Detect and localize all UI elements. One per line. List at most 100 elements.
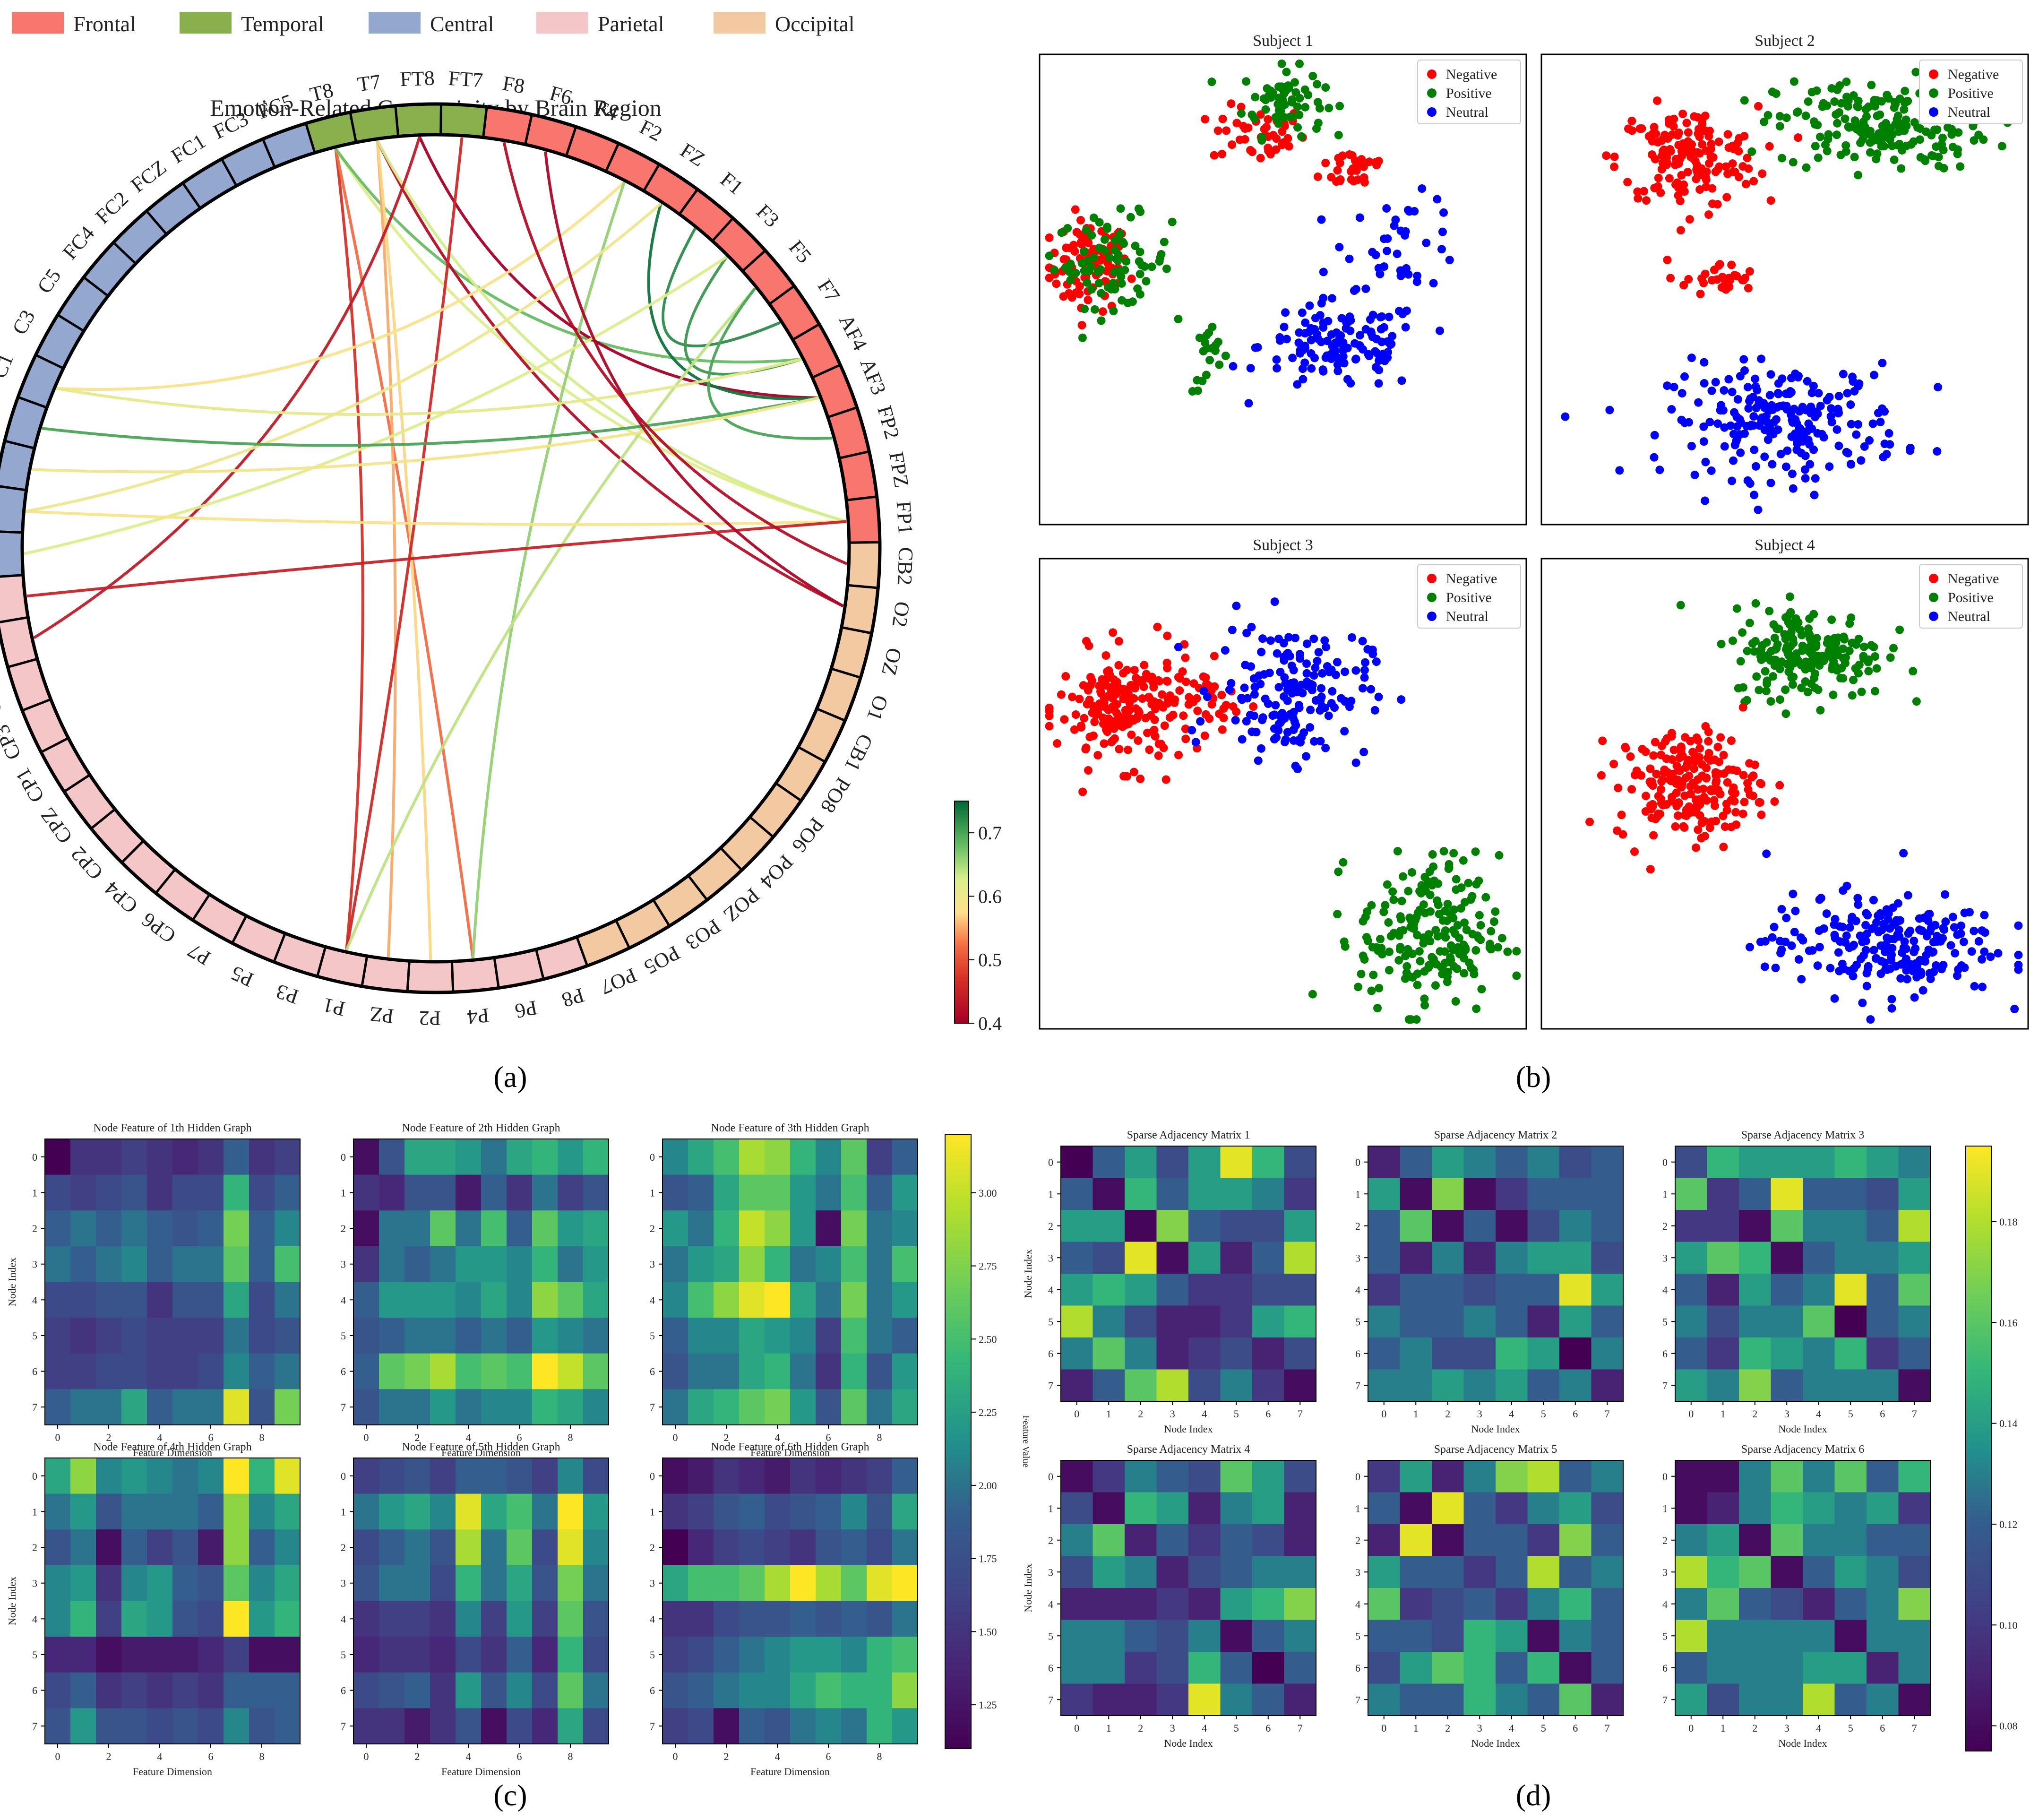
scatter-point-negative [1754,102,1763,111]
heatmap-cell [1188,1652,1221,1684]
heatmap-cell [1252,1305,1284,1338]
scatter-point-positive [1797,683,1806,692]
heatmap-cell [1432,1588,1464,1620]
heatmap-cell [532,1139,558,1175]
heatmap-cell [1834,1652,1867,1684]
heatmap-cell [841,1601,867,1637]
scatter-point-negative [1083,699,1092,708]
scatter-point-positive [1207,78,1216,86]
heatmap-cell [1220,1274,1253,1306]
scatter-point-neutral [1237,693,1246,702]
scatter-point-positive [1105,253,1114,262]
colorbar-tick-label: 2.50 [979,1333,997,1345]
scatter-point-positive [1082,225,1091,234]
scatter-point-neutral [1861,946,1870,955]
x-axis-label: Node Index [1164,1737,1213,1749]
scatter-point-neutral [1373,349,1382,358]
node-label: AF3 [856,355,891,398]
scatter-point-neutral [1292,688,1301,697]
heatmap-cell [70,1282,96,1318]
scatter-point-negative [1210,151,1219,160]
heatmap-title: Sparse Adjacency Matrix 3 [1741,1129,1865,1141]
chord-link [544,151,844,608]
heatmap-cell [1591,1652,1624,1684]
scatter-point-neutral [1347,633,1356,642]
scatter-point-negative [1652,769,1661,778]
heatmap-cell [507,1210,533,1247]
heatmap-cell [404,1318,430,1354]
heatmap-cell [1527,1242,1560,1274]
scatter-point-negative [1131,673,1140,682]
scatter-point-negative [1738,703,1747,712]
y-tick-label: 1 [32,1187,37,1199]
heatmap-cell [1400,1652,1432,1684]
scatter-point-positive [1455,933,1464,942]
scatter-point-positive [1095,218,1104,227]
heatmap-cell [662,1210,688,1247]
scatter-point-neutral [1313,656,1322,665]
scatter-point-neutral [1815,926,1824,935]
y-tick-label: 3 [1662,1252,1668,1264]
scatter-point-negative [1654,173,1663,182]
scatter-point-positive [1193,376,1202,385]
heatmap-cell [1527,1652,1560,1684]
scatter-point-neutral [1320,636,1329,645]
scatter-point-negative [1127,730,1136,739]
heatmap-cell [867,1458,893,1494]
scatter-point-neutral [1334,336,1343,345]
scatter-point-negative [1095,681,1104,690]
heatmap: Node Feature of 2th Hidden Graph01234567… [341,1122,609,1458]
y-tick-label: 5 [1048,1316,1053,1328]
scatter-point-neutral [1766,478,1775,487]
scatter-point-positive [1895,139,1904,148]
scatter-point-positive [1274,119,1283,128]
scatter-point-neutral [1906,926,1915,935]
scatter-point-neutral [1374,379,1383,388]
heatmap-cell [1432,1556,1464,1588]
scatter-point-negative [1089,731,1098,740]
y-tick-label: 0 [1355,1471,1360,1483]
scatter-point-positive [1493,943,1502,952]
scatter-point-neutral [1370,706,1379,715]
heatmap-cell [96,1210,122,1247]
chord-link [42,396,819,447]
heatmap-cell [558,1318,584,1354]
x-tick-label: 6 [1880,1408,1885,1420]
heatmap-cell [790,1139,816,1175]
scatter-point-neutral [1919,986,1927,995]
scatter-point-positive [1367,901,1376,910]
heatmap-cell [430,1318,456,1354]
scatter-point-neutral [1246,364,1255,373]
scatter-point-negative [1204,681,1213,690]
scatter-point-neutral [1847,420,1856,429]
scatter-point-neutral [1268,711,1277,720]
scatter-point-neutral [1377,325,1385,334]
scatter-point-negative [1357,155,1366,164]
scatter-point-neutral [1924,910,1933,919]
scatter-point-negative [1617,811,1626,819]
scatter-point-negative [1181,677,1190,686]
chord-ring [0,102,882,994]
scatter-point-negative [1697,819,1706,828]
colorbar-tick-label: 0.4 [978,1013,1002,1034]
heatmap-cell [1771,1242,1803,1274]
scatter-point-positive [1079,247,1088,256]
heatmap-cell [1675,1337,1707,1370]
legend-swatch [714,12,766,34]
scatter-point-positive [1136,247,1144,256]
heatmap-title: Node Feature of 6th Hidden Graph [711,1441,869,1453]
heatmap-cell [1591,1337,1624,1370]
scatter-point-neutral [1690,470,1699,479]
heatmap-cell [1803,1337,1835,1370]
heatmap-cell [507,1565,533,1601]
heatmap-cell [507,1672,533,1708]
scatter-point-neutral [1306,706,1315,715]
y-tick-label: 6 [650,1685,655,1697]
scatter-point-negative [1674,811,1682,820]
heatmap-cell [507,1353,533,1389]
heatmap-cell [198,1493,224,1530]
x-tick-label: 7 [1298,1408,1303,1420]
heatmap-cell [507,1139,533,1175]
scatter-point-positive [1080,304,1089,313]
scatter-point-negative [1210,652,1219,661]
